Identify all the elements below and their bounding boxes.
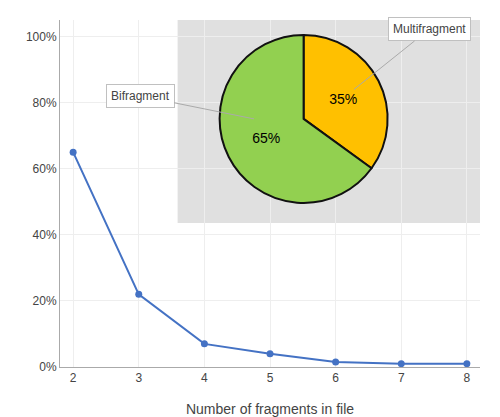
svg-text:60%: 60% — [33, 162, 57, 176]
svg-text:3: 3 — [135, 371, 142, 385]
svg-text:65%: 65% — [252, 130, 280, 146]
svg-text:40%: 40% — [33, 228, 57, 242]
svg-text:8: 8 — [464, 371, 471, 385]
svg-text:5: 5 — [267, 371, 274, 385]
svg-text:Multifragment: Multifragment — [393, 22, 466, 36]
svg-text:2: 2 — [70, 371, 77, 385]
svg-text:0%: 0% — [39, 360, 57, 374]
svg-text:Number of fragments in file: Number of fragments in file — [186, 401, 354, 417]
svg-text:Bifragment: Bifragment — [111, 89, 170, 103]
svg-text:20%: 20% — [33, 294, 57, 308]
svg-text:80%: 80% — [33, 96, 57, 110]
svg-text:6: 6 — [332, 371, 339, 385]
svg-text:4: 4 — [201, 371, 208, 385]
svg-text:35%: 35% — [329, 91, 357, 107]
svg-text:7: 7 — [398, 371, 405, 385]
svg-text:100%: 100% — [26, 30, 57, 44]
